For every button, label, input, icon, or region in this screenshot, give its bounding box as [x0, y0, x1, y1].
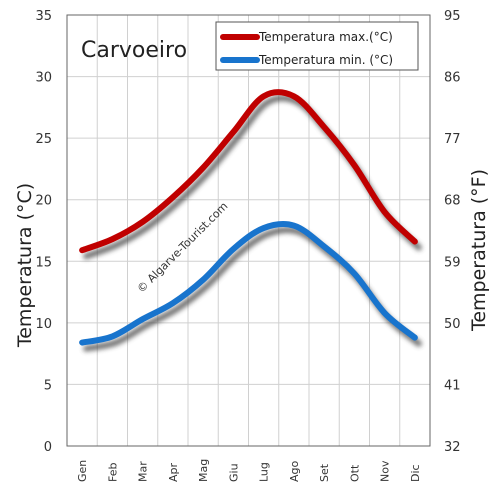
chart-title: Carvoeiro — [81, 38, 187, 63]
y-tick-label-left: 5 — [44, 378, 52, 393]
x-tick-label: Feb — [106, 463, 119, 482]
y-tick-label-left: 35 — [35, 9, 52, 24]
x-tick-label: Mag — [197, 459, 210, 482]
x-tick-label: Ago — [288, 460, 301, 482]
y-tick-label-left: 15 — [35, 255, 52, 270]
x-tick-label: Mar — [137, 461, 150, 482]
y-axis-label-right: Temperatura (°F) — [468, 169, 490, 332]
y-tick-label-right: 68 — [444, 194, 461, 209]
right-axis-ticks: 32 41 50 59 68 77 86 95 — [444, 9, 461, 455]
series-line-min — [79, 220, 418, 346]
x-tick-label: Gen — [76, 460, 89, 482]
y-tick-label-left: 30 — [35, 71, 52, 86]
series-line-max — [79, 89, 418, 254]
x-tick-label: Dic — [409, 464, 422, 482]
x-axis-ticks: Gen Feb Mar Apr Mag Giu Lug Ago Set Ott Nov Dic — [76, 459, 422, 482]
legend-label-max: Temperatura max.(°C) — [258, 30, 393, 44]
y-tick-label-right: 86 — [444, 71, 461, 86]
x-tick-label: Lug — [258, 462, 271, 482]
x-tick-label: Nov — [379, 460, 392, 482]
y-tick-label-right: 77 — [444, 132, 461, 147]
y-tick-label-left: 10 — [35, 317, 52, 332]
y-tick-label-left: 25 — [35, 132, 52, 147]
series-lines — [79, 89, 418, 346]
left-axis-ticks: 0 5 10 15 20 25 30 35 — [35, 9, 52, 455]
y-tick-label-right: 59 — [444, 255, 461, 270]
y-tick-label-right: 32 — [444, 440, 461, 455]
legend-label-min: Temperatura min. (°C) — [258, 53, 393, 67]
y-tick-label-left: 0 — [44, 440, 52, 455]
x-tick-label: Giu — [227, 463, 240, 482]
x-tick-label: Ott — [348, 464, 361, 482]
y-tick-label-right: 50 — [444, 317, 461, 332]
legend: Temperatura max.(°C) Temperatura min. (°… — [215, 21, 419, 71]
x-tick-label: Apr — [167, 462, 180, 482]
plot-frame — [66, 14, 431, 447]
y-tick-label-right: 95 — [444, 9, 461, 24]
x-tick-label: Set — [318, 463, 331, 482]
y-tick-label-right: 41 — [444, 378, 461, 393]
y-tick-label-left: 20 — [35, 194, 52, 209]
y-axis-label-left: Temperatura (°C) — [14, 183, 36, 348]
